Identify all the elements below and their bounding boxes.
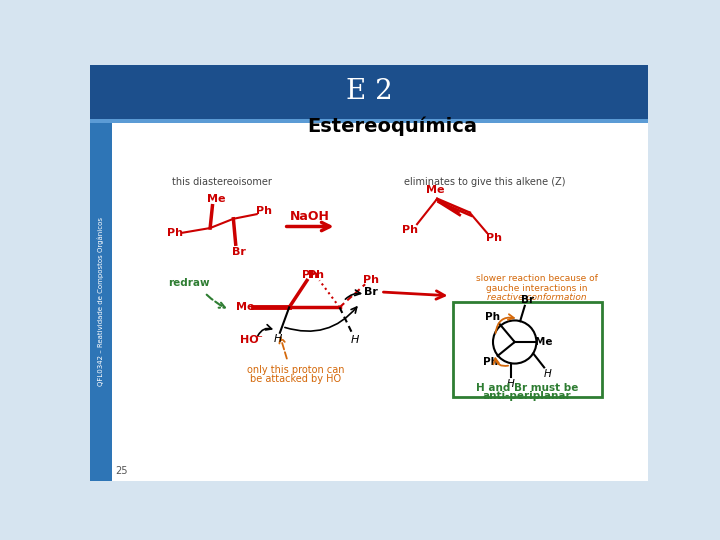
Text: H: H <box>507 379 515 389</box>
Text: H and Br must be: H and Br must be <box>476 383 578 393</box>
Text: gauche interactions in: gauche interactions in <box>487 284 588 293</box>
Text: Ph: Ph <box>483 357 498 367</box>
Text: be attacked by HO: be attacked by HO <box>250 374 341 384</box>
Text: E 2: E 2 <box>346 78 392 105</box>
Text: Br: Br <box>232 247 246 257</box>
Text: H: H <box>274 334 282 344</box>
Text: reactive conformation: reactive conformation <box>487 293 587 302</box>
Text: redraw: redraw <box>168 278 210 288</box>
Bar <box>90 65 648 119</box>
Text: Ph: Ph <box>256 206 272 216</box>
Text: Ph: Ph <box>486 233 502 243</box>
Text: Me: Me <box>235 302 254 312</box>
Text: QFL0342 – Reatividade de Compostos Orgânicos: QFL0342 – Reatividade de Compostos Orgân… <box>98 217 104 386</box>
Bar <box>112 123 648 481</box>
Text: Ph: Ph <box>308 270 324 280</box>
Text: Ph: Ph <box>402 225 418 235</box>
Text: H: H <box>544 369 551 379</box>
Text: Me: Me <box>426 185 444 194</box>
Text: Ph: Ph <box>167 228 184 238</box>
Text: Br: Br <box>364 287 377 297</box>
Text: Me: Me <box>536 337 553 347</box>
Text: Ph: Ph <box>363 275 379 286</box>
Text: H: H <box>351 335 359 345</box>
Text: Ph: Ph <box>302 270 318 280</box>
Text: Br: Br <box>521 295 534 305</box>
Text: anti-periplanar: anti-periplanar <box>483 391 572 401</box>
Text: 25: 25 <box>114 466 127 476</box>
Text: slower reaction because of: slower reaction because of <box>476 274 598 284</box>
Bar <box>90 123 112 481</box>
Bar <box>90 119 648 123</box>
Text: HO: HO <box>240 335 258 345</box>
Text: Estereoquímica: Estereoquímica <box>307 117 477 136</box>
Text: −: − <box>256 332 263 341</box>
Text: eliminates to give this alkene (Z): eliminates to give this alkene (Z) <box>405 177 566 187</box>
Text: this diastereoisomer: this diastereoisomer <box>172 177 271 187</box>
Text: only this proton can: only this proton can <box>247 366 344 375</box>
Text: Me: Me <box>207 194 225 204</box>
Bar <box>453 302 601 397</box>
Text: Ph: Ph <box>485 312 500 322</box>
Text: NaOH: NaOH <box>290 210 330 223</box>
